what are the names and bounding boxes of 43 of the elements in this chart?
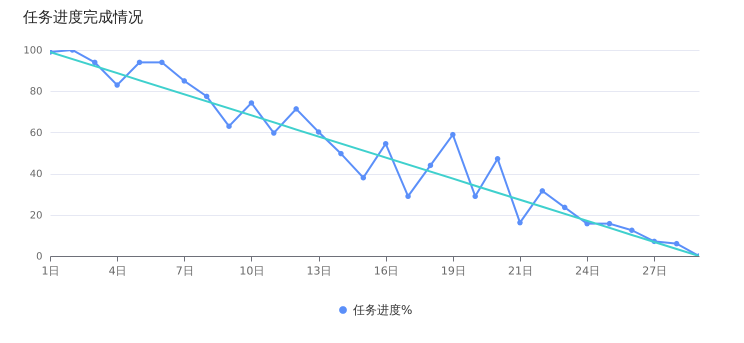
point xyxy=(114,82,120,88)
x-tick-label: 21日 xyxy=(508,264,533,278)
y-tick-label: 0 xyxy=(36,252,42,262)
x-tick-label: 1日 xyxy=(42,264,60,278)
point xyxy=(338,150,344,156)
point xyxy=(159,60,165,66)
point xyxy=(182,78,188,84)
point xyxy=(562,204,568,210)
point xyxy=(405,194,411,199)
y-tick-label: 100 xyxy=(23,46,42,56)
point xyxy=(450,132,456,138)
point xyxy=(472,194,478,199)
point xyxy=(629,228,635,233)
x-tick-label: 10日 xyxy=(239,264,264,278)
x-tick-label: 16日 xyxy=(374,264,399,278)
point xyxy=(271,130,277,136)
point xyxy=(316,129,322,135)
x-tick-label: 24日 xyxy=(575,264,600,278)
y-tick-label: 80 xyxy=(30,86,42,98)
point xyxy=(136,60,142,66)
point xyxy=(293,106,299,112)
y-tick-label: 20 xyxy=(30,210,42,222)
point xyxy=(494,156,500,162)
x-tick-label: 13日 xyxy=(306,264,332,278)
point xyxy=(382,140,388,146)
y-tick-label: 60 xyxy=(30,128,42,139)
x-tick-label: 4日 xyxy=(108,264,127,278)
y-tick-label: 40 xyxy=(30,169,42,180)
chart-title: 任务进度完成情况 xyxy=(22,8,143,26)
point xyxy=(606,220,612,226)
point xyxy=(248,100,254,106)
point xyxy=(517,220,523,226)
point xyxy=(92,60,98,66)
point xyxy=(204,94,210,100)
x-tick-label: 27日 xyxy=(642,264,668,278)
point xyxy=(226,123,232,129)
point xyxy=(674,240,680,246)
x-tick-label: 7日 xyxy=(176,264,194,278)
point xyxy=(428,162,434,168)
point xyxy=(540,188,546,194)
legend-label: 任务进度% xyxy=(352,303,412,317)
point xyxy=(360,174,366,180)
x-tick-label: 19日 xyxy=(440,264,466,278)
